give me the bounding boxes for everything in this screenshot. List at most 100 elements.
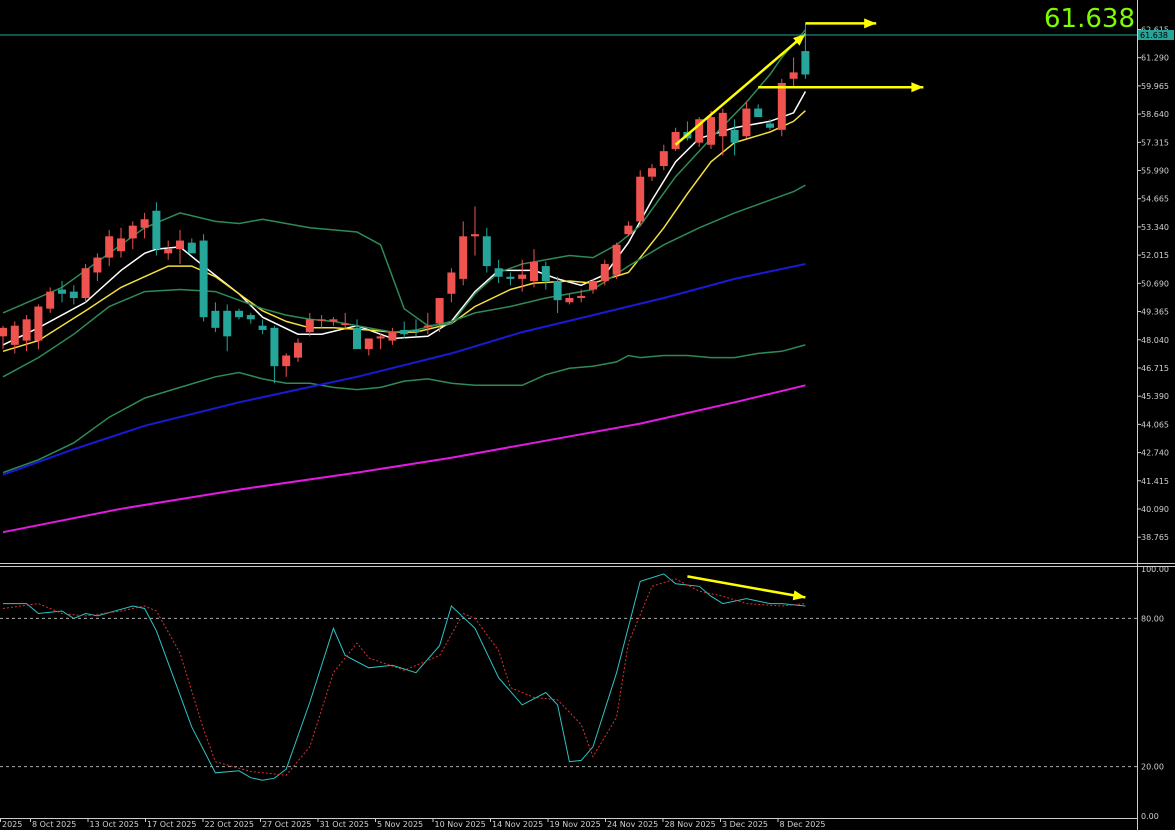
- candle: [364, 338, 373, 356]
- candle: [789, 57, 798, 88]
- candle: [117, 227, 125, 258]
- indicator-line-5: [2, 263, 806, 476]
- candle-body: [636, 176, 645, 222]
- candle: [46, 287, 55, 313]
- candle-body: [199, 240, 208, 318]
- y-tick-label: 50.690: [1141, 279, 1169, 288]
- candle: [270, 325, 279, 384]
- candle-body: [164, 249, 173, 254]
- candle-body: [707, 117, 715, 145]
- y-tick-label: 54.665: [1141, 195, 1169, 204]
- current-price-big: 61.638: [1044, 4, 1135, 34]
- candle: [341, 312, 350, 330]
- y-tick-label: 62.615: [1141, 25, 1169, 34]
- oscillator-arrow-0: [687, 575, 806, 601]
- candle-body: [400, 329, 409, 335]
- candle-body: [494, 268, 503, 277]
- candle: [565, 293, 574, 305]
- indicator-line-4: [2, 344, 806, 474]
- candle: [435, 298, 444, 333]
- arrow-head: [793, 34, 806, 46]
- candle-body: [471, 234, 479, 237]
- candle: [329, 317, 338, 326]
- candle-body: [58, 289, 66, 294]
- candle: [388, 327, 397, 345]
- y-tick-label: 44.065: [1141, 420, 1169, 429]
- y-tick-label: 57.315: [1141, 138, 1169, 147]
- x-tick-label: 2025: [2, 820, 22, 829]
- y-tick-label: 46.715: [1141, 364, 1169, 373]
- y-tick-label: 41.415: [1141, 477, 1169, 486]
- candle: [317, 315, 326, 328]
- indicator-line-6: [2, 384, 806, 534]
- candle: [636, 170, 645, 226]
- candle-body: [671, 131, 680, 150]
- y-tick-label: 59.965: [1141, 82, 1169, 91]
- candle-body: [541, 266, 550, 281]
- candle-body: [140, 219, 149, 228]
- candle: [518, 259, 527, 292]
- candle-body: [730, 129, 739, 143]
- candle-body: [223, 310, 232, 337]
- arrow-shaft: [687, 575, 806, 599]
- candle-body: [22, 319, 31, 341]
- candle: [471, 206, 479, 256]
- candle-body: [482, 236, 491, 267]
- annotation-arrow-0: [674, 33, 807, 146]
- candle-body: [577, 295, 586, 299]
- candle-body: [282, 355, 291, 367]
- candle: [589, 278, 597, 294]
- x-tick-label: 27 Oct 2025: [262, 820, 311, 829]
- x-tick-label: 24 Nov 2025: [607, 820, 658, 829]
- candle-body: [518, 274, 527, 279]
- arrow-head: [864, 18, 877, 29]
- candle-body: [46, 291, 55, 309]
- candle-body: [754, 108, 763, 118]
- candle: [294, 338, 302, 362]
- candle: [695, 117, 704, 147]
- candle: [223, 304, 232, 352]
- candle-body: [789, 72, 798, 79]
- candle-body: [530, 261, 538, 281]
- candle: [423, 312, 432, 335]
- candle-body: [506, 276, 515, 279]
- candle: [176, 229, 184, 264]
- x-tick-label: 19 Nov 2025: [550, 820, 601, 829]
- candle-body: [235, 310, 243, 318]
- candle-body: [766, 123, 774, 128]
- candle-body: [93, 257, 102, 273]
- candle-body: [105, 236, 114, 258]
- current-price-tag-bg: [1138, 30, 1174, 40]
- candle-body: [211, 310, 220, 328]
- candle-body: [459, 236, 468, 279]
- candle-body: [341, 323, 350, 326]
- annotation-arrow-1: [805, 18, 877, 29]
- osc-y-tick-label: 20.00: [1141, 763, 1164, 772]
- x-tick-label: 31 Oct 2025: [320, 820, 369, 829]
- candle-body: [600, 263, 609, 281]
- candle: [671, 127, 680, 152]
- candle-body: [801, 51, 810, 75]
- candle: [376, 334, 385, 350]
- candle: [211, 302, 220, 333]
- arrow-head: [792, 590, 806, 601]
- candle: [93, 253, 102, 281]
- candle-body: [69, 291, 78, 299]
- indicator-line-3: [2, 184, 806, 378]
- candle: [766, 119, 774, 130]
- candle: [742, 102, 751, 139]
- candle-body: [176, 240, 184, 250]
- main-price-chart: [0, 18, 1137, 534]
- candle-body: [742, 108, 751, 137]
- candle: [34, 304, 43, 350]
- candle: [624, 221, 633, 237]
- candle: [187, 238, 196, 254]
- candle-body: [659, 151, 668, 167]
- candle: [128, 221, 137, 250]
- candle: [506, 272, 515, 286]
- candle: [10, 321, 19, 354]
- annotation-arrow-2: [758, 82, 924, 93]
- candle-body: [270, 327, 279, 367]
- osc-y-tick-label: 100.00: [1141, 565, 1169, 574]
